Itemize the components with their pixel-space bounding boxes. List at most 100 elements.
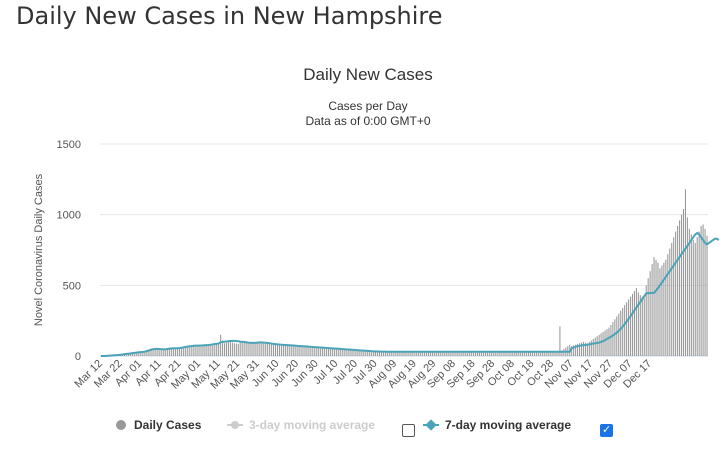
daily-case-bar [145,350,147,356]
daily-case-bar [575,344,577,356]
daily-case-bar [698,231,700,356]
y-tick-label: 1500 [57,139,81,151]
daily-case-bar [327,348,330,356]
daily-case-bar [441,351,443,356]
legend-3-day-average-label: 3-day moving average [249,418,376,432]
daily-case-bar [241,341,243,356]
daily-case-bar [555,351,557,356]
daily-case-bar [271,344,273,356]
daily-case-bar [392,351,394,356]
daily-case-bar [484,351,486,356]
daily-case-bar [233,343,235,356]
daily-case-bar [545,351,547,356]
daily-case-bar [696,237,698,356]
daily-case-bar [520,351,522,356]
daily-case-bar [490,351,492,356]
daily-case-bar [684,189,686,356]
daily-case-bar [390,351,392,356]
daily-case-bar [602,331,604,356]
daily-case-bar [675,231,677,356]
daily-case-bar [235,343,237,356]
daily-case-bar [577,343,579,356]
daily-case-bar [667,254,669,356]
chart-title: Daily New Cases [303,65,433,84]
legend-daily-cases[interactable]: Daily Cases [116,418,201,432]
daily-case-bar [561,350,563,356]
daily-case-bar [208,345,210,356]
daily-case-bar [626,302,628,356]
daily-case-bar [245,343,247,356]
daily-case-bar [459,351,461,356]
daily-case-bar [292,345,294,356]
toggle-3-day-average-checkbox[interactable] [402,424,415,437]
daily-case-bar [596,336,598,356]
daily-case-bar [594,337,596,356]
daily-case-bar [325,348,328,356]
daily-case-bar [210,344,212,356]
daily-case-bar [249,343,251,356]
daily-case-bar [706,235,708,356]
daily-case-bar [539,351,541,356]
daily-case-bar [463,351,465,356]
daily-case-bar [396,351,398,356]
daily-case-bar [673,237,675,356]
daily-case-bar [129,353,131,356]
daily-case-bar [422,351,424,356]
daily-case-bar [190,346,192,356]
legend-7-day-average[interactable]: 7-day moving average [423,418,571,432]
daily-case-bar [300,346,302,356]
legend-3-day-average[interactable]: 3-day moving average [227,418,375,432]
daily-case-bar [161,350,163,356]
daily-case-bar [388,351,390,356]
daily-case-bar [192,345,194,356]
daily-case-bar [174,348,177,356]
daily-case-bar [473,351,475,356]
daily-case-bar [655,259,657,356]
daily-case-bar [182,346,184,356]
daily-case-bar [337,349,339,356]
daily-case-bar [202,345,204,356]
daily-case-bar [131,352,133,356]
daily-case-bar [586,343,588,356]
daily-case-bar [339,349,341,356]
legend-7-day-average-label: 7-day moving average [445,418,572,432]
daily-case-bar [137,351,139,356]
daily-case-bar [612,322,614,356]
daily-case-bar [400,351,402,356]
daily-case-bar [412,351,414,356]
daily-case-bar [402,351,404,356]
daily-case-bar [582,341,584,356]
daily-case-bar [651,264,653,356]
daily-case-bar [431,351,433,356]
daily-case-bar [549,351,551,356]
daily-case-bar [488,351,490,356]
daily-case-bar [212,343,214,356]
daily-case-bar [704,228,706,356]
daily-case-bar [639,295,641,356]
daily-case-bar [553,351,555,356]
daily-case-bar [429,351,432,356]
daily-case-bar [143,351,145,356]
daily-case-bar [480,351,483,356]
daily-case-bar [592,339,594,356]
daily-case-bar [243,342,245,356]
daily-case-bar [329,348,331,356]
daily-case-bar [282,345,284,356]
daily-case-bar [369,351,371,356]
daily-case-bar [302,346,304,356]
daily-case-bar [237,343,239,356]
daily-case-bar [225,342,228,356]
daily-case-bar [478,351,481,356]
daily-case-bar [163,349,165,356]
daily-case-bar [580,342,583,356]
daily-case-bar [541,351,543,356]
daily-case-bar [494,351,496,356]
daily-case-bar [176,348,179,356]
daily-case-bar [535,351,537,356]
toggle-7-day-average-checkbox[interactable] [600,423,613,437]
daily-case-bar [616,316,618,356]
daily-case-bar [427,351,430,356]
daily-case-bar [276,344,279,356]
daily-case-bar [537,351,539,356]
